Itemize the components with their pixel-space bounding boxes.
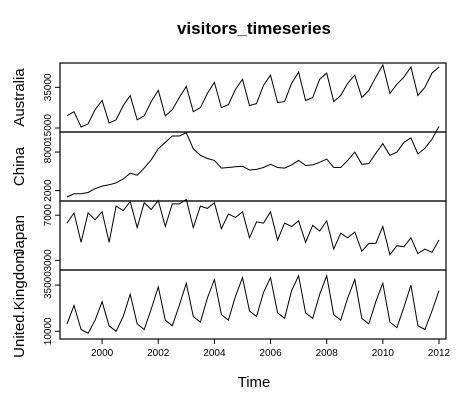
panel-frame [59, 200, 447, 271]
series-line-united-kingdom [66, 273, 440, 334]
x-tick-label: 2004 [203, 348, 226, 359]
y-tick-label: 3000 [43, 249, 54, 272]
x-tick-label: 2008 [316, 348, 339, 359]
panel-frame [59, 269, 447, 340]
y-tick-label: 35000 [43, 271, 54, 299]
y-tick-label: 8000 [43, 141, 54, 164]
series-line-china [66, 126, 440, 198]
chart-title: visitors_timeseries [177, 19, 331, 38]
y-tick-label: 15000 [43, 114, 54, 142]
x-axis-title: Time [238, 374, 271, 391]
series-label-australia: Australia [11, 68, 28, 127]
x-tick-label: 2002 [147, 348, 170, 359]
x-axis: 2000 2002 2004 2006 2008 2010 2012 [91, 339, 451, 359]
x-tick-label: 2000 [91, 348, 114, 359]
series-label-japan: Japan [11, 215, 28, 256]
y-tick-label: 10000 [43, 317, 54, 345]
series-label-united-kingdom: United.Kingdom [11, 251, 28, 358]
x-tick-label: 2006 [259, 348, 282, 359]
x-tick-label: 2010 [372, 348, 395, 359]
panel-china: 2000 8000 China [11, 126, 447, 202]
panel-united-kingdom: 10000 35000 United.Kingdom [11, 251, 447, 358]
series-line-japan [66, 198, 440, 256]
panel-japan: 3000 7000 Japan [11, 198, 447, 272]
panels-group: 15000 35000 Australia 2000 8000 China 3000 7000… [11, 62, 447, 358]
x-tick-label: 2012 [428, 348, 451, 359]
series-line-australia [66, 63, 440, 128]
panel-australia: 15000 35000 Australia [11, 62, 447, 142]
panel-frame [59, 131, 447, 202]
y-tick-label: 35000 [43, 73, 54, 101]
y-tick-label: 2000 [43, 179, 54, 202]
series-label-china: China [11, 146, 28, 186]
y-tick-label: 7000 [43, 204, 54, 227]
panel-frame [59, 62, 447, 133]
